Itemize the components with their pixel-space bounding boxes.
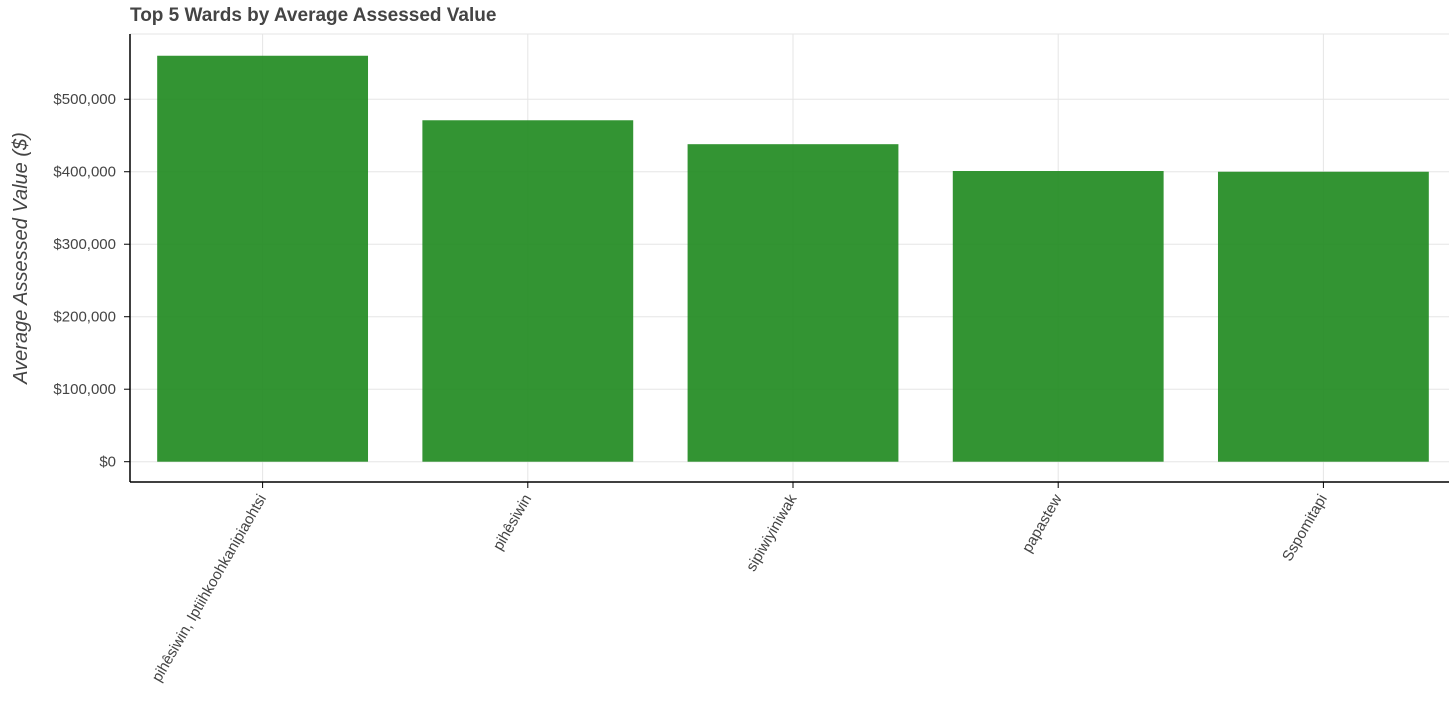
bar bbox=[952, 171, 1164, 462]
y-tick-label: $300,000 bbox=[53, 236, 116, 253]
bar bbox=[422, 120, 634, 462]
y-tick-label: $400,000 bbox=[53, 164, 116, 181]
y-tick-label: $200,000 bbox=[53, 309, 116, 326]
bar bbox=[1217, 171, 1429, 462]
bar bbox=[157, 55, 369, 462]
y-axis-label: Average Assessed Value ($) bbox=[10, 132, 32, 385]
bar-layer bbox=[157, 55, 1429, 462]
x-tick-label: Sspomitapi bbox=[1279, 492, 1331, 565]
x-tick-label: pihêsiwin bbox=[490, 492, 536, 554]
x-tick-label: pihêsiwin, Iptiihkoohkanipiaohtsi bbox=[149, 492, 270, 685]
y-tick-label: $100,000 bbox=[53, 381, 116, 398]
x-tick-label: sipiwiyiniwak bbox=[743, 491, 801, 574]
bar bbox=[687, 144, 899, 462]
y-tick-label: $0 bbox=[99, 454, 116, 471]
x-tick-label: papastew bbox=[1019, 491, 1066, 555]
y-tick-label: $500,000 bbox=[53, 91, 116, 108]
chart-title: Top 5 Wards by Average Assessed Value bbox=[130, 5, 496, 26]
